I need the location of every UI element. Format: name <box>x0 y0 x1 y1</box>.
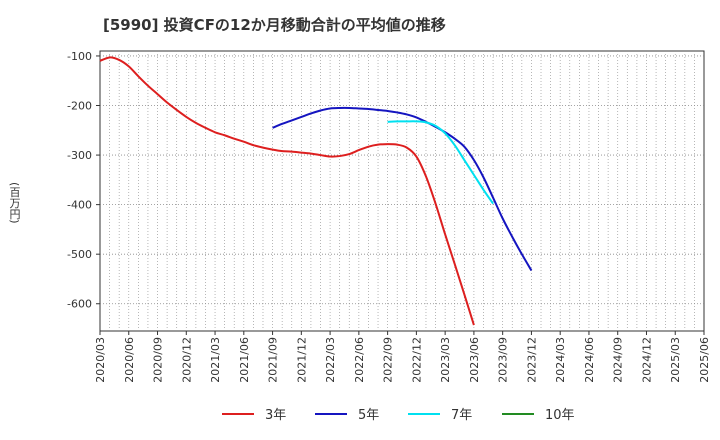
x-tick-label: 2020/12 <box>180 337 193 383</box>
legend-label-3: 7年 <box>451 408 472 423</box>
x-tick-label: 2022/09 <box>382 337 395 383</box>
legend-label-1: 3年 <box>265 408 286 423</box>
x-tick-label: 2023/12 <box>525 337 538 383</box>
x-tick-label: 2024/09 <box>612 337 625 383</box>
x-tick-label: 2020/09 <box>152 337 165 383</box>
legend-label-4: 10年 <box>545 408 575 423</box>
x-tick-label: 2022/03 <box>324 337 337 383</box>
y-tick-label: -100 <box>67 50 92 63</box>
x-tick-label: 2023/06 <box>468 337 481 383</box>
chart-title: [5990] 投資CFの12か月移動合計の平均値の推移 <box>103 16 446 34</box>
y-axis-label: (百万円) <box>8 182 21 224</box>
x-tick-label: 2024/03 <box>554 337 567 383</box>
x-tick-label: 2020/06 <box>123 337 136 383</box>
x-tick-label: 2021/06 <box>238 337 251 383</box>
x-tick-label: 2025/06 <box>698 337 711 383</box>
x-tick-label: 2022/12 <box>410 337 423 383</box>
x-tick-label: 2024/06 <box>583 337 596 383</box>
x-tick-label: 2021/09 <box>267 337 280 383</box>
x-tick-label: 2020/03 <box>94 337 107 383</box>
legend-label-2: 5年 <box>358 408 379 423</box>
y-tick-label: -500 <box>67 248 92 261</box>
series-line-2 <box>272 106 533 272</box>
x-tick-label: 2025/03 <box>669 337 682 383</box>
y-tick-label: -400 <box>67 199 92 212</box>
y-tick-label: -200 <box>67 100 92 113</box>
x-tick-label: 2023/09 <box>497 337 510 383</box>
plot-area <box>99 50 705 332</box>
x-tick-label: 2024/12 <box>640 337 653 383</box>
series-line-3 <box>387 120 494 205</box>
y-tick-label: -600 <box>67 298 92 311</box>
x-tick-label: 2022/06 <box>353 337 366 383</box>
series-line-1 <box>99 56 475 326</box>
x-tick-label: 2021/12 <box>295 337 308 383</box>
y-tick-label: -300 <box>67 149 92 162</box>
x-tick-label: 2023/03 <box>439 337 452 383</box>
x-tick-label: 2021/03 <box>209 337 222 383</box>
